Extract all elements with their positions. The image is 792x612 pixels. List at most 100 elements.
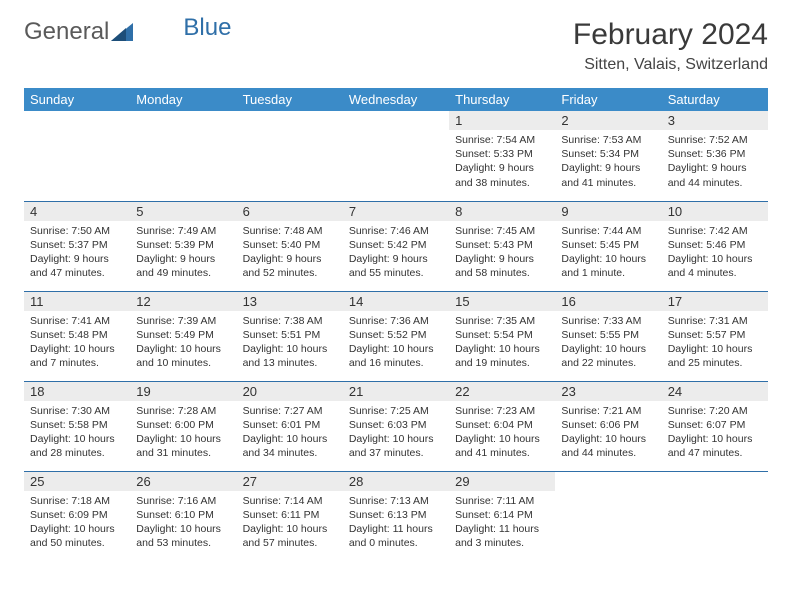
day-body: Sunrise: 7:41 AMSunset: 5:48 PMDaylight:… — [24, 311, 130, 377]
day-body: Sunrise: 7:27 AMSunset: 6:01 PMDaylight:… — [237, 401, 343, 467]
day-number: 9 — [555, 202, 661, 221]
calendar-cell — [343, 111, 449, 201]
calendar-cell: 8Sunrise: 7:45 AMSunset: 5:43 PMDaylight… — [449, 201, 555, 291]
day-body: Sunrise: 7:52 AMSunset: 5:36 PMDaylight:… — [662, 130, 768, 196]
day-number: 13 — [237, 292, 343, 311]
day-number: 1 — [449, 111, 555, 130]
day-number: 22 — [449, 382, 555, 401]
day-body: Sunrise: 7:31 AMSunset: 5:57 PMDaylight:… — [662, 311, 768, 377]
calendar-cell: 5Sunrise: 7:49 AMSunset: 5:39 PMDaylight… — [130, 201, 236, 291]
calendar-cell — [555, 471, 661, 561]
day-body: Sunrise: 7:48 AMSunset: 5:40 PMDaylight:… — [237, 221, 343, 287]
day-body: Sunrise: 7:35 AMSunset: 5:54 PMDaylight:… — [449, 311, 555, 377]
day-body: Sunrise: 7:39 AMSunset: 5:49 PMDaylight:… — [130, 311, 236, 377]
day-body: Sunrise: 7:45 AMSunset: 5:43 PMDaylight:… — [449, 221, 555, 287]
day-body: Sunrise: 7:54 AMSunset: 5:33 PMDaylight:… — [449, 130, 555, 196]
calendar-cell — [662, 471, 768, 561]
calendar-cell: 20Sunrise: 7:27 AMSunset: 6:01 PMDayligh… — [237, 381, 343, 471]
day-number: 27 — [237, 472, 343, 491]
calendar-cell: 26Sunrise: 7:16 AMSunset: 6:10 PMDayligh… — [130, 471, 236, 561]
calendar-row: 25Sunrise: 7:18 AMSunset: 6:09 PMDayligh… — [24, 471, 768, 561]
calendar-cell: 24Sunrise: 7:20 AMSunset: 6:07 PMDayligh… — [662, 381, 768, 471]
day-body: Sunrise: 7:33 AMSunset: 5:55 PMDaylight:… — [555, 311, 661, 377]
day-body: Sunrise: 7:16 AMSunset: 6:10 PMDaylight:… — [130, 491, 236, 557]
day-number: 8 — [449, 202, 555, 221]
calendar-cell: 7Sunrise: 7:46 AMSunset: 5:42 PMDaylight… — [343, 201, 449, 291]
calendar-cell: 18Sunrise: 7:30 AMSunset: 5:58 PMDayligh… — [24, 381, 130, 471]
dayhead-monday: Monday — [130, 88, 236, 111]
location: Sitten, Valais, Switzerland — [573, 56, 768, 74]
day-body: Sunrise: 7:49 AMSunset: 5:39 PMDaylight:… — [130, 221, 236, 287]
day-body: Sunrise: 7:44 AMSunset: 5:45 PMDaylight:… — [555, 221, 661, 287]
calendar-cell: 10Sunrise: 7:42 AMSunset: 5:46 PMDayligh… — [662, 201, 768, 291]
calendar-head: SundayMondayTuesdayWednesdayThursdayFrid… — [24, 88, 768, 111]
dayhead-wednesday: Wednesday — [343, 88, 449, 111]
day-body: Sunrise: 7:21 AMSunset: 6:06 PMDaylight:… — [555, 401, 661, 467]
day-number: 5 — [130, 202, 236, 221]
day-number: 11 — [24, 292, 130, 311]
header: General Blue February 2024 Sitten, Valai… — [24, 18, 768, 74]
day-body: Sunrise: 7:30 AMSunset: 5:58 PMDaylight:… — [24, 401, 130, 467]
calendar-cell: 12Sunrise: 7:39 AMSunset: 5:49 PMDayligh… — [130, 291, 236, 381]
day-number: 17 — [662, 292, 768, 311]
dayhead-tuesday: Tuesday — [237, 88, 343, 111]
day-body: Sunrise: 7:46 AMSunset: 5:42 PMDaylight:… — [343, 221, 449, 287]
day-number: 29 — [449, 472, 555, 491]
day-body: Sunrise: 7:42 AMSunset: 5:46 PMDaylight:… — [662, 221, 768, 287]
dayhead-friday: Friday — [555, 88, 661, 111]
day-number: 7 — [343, 202, 449, 221]
day-number: 15 — [449, 292, 555, 311]
title-block: February 2024 Sitten, Valais, Switzerlan… — [573, 18, 768, 74]
calendar-cell: 27Sunrise: 7:14 AMSunset: 6:11 PMDayligh… — [237, 471, 343, 561]
day-number: 20 — [237, 382, 343, 401]
calendar-cell: 2Sunrise: 7:53 AMSunset: 5:34 PMDaylight… — [555, 111, 661, 201]
calendar-cell: 22Sunrise: 7:23 AMSunset: 6:04 PMDayligh… — [449, 381, 555, 471]
day-number: 19 — [130, 382, 236, 401]
calendar-cell: 25Sunrise: 7:18 AMSunset: 6:09 PMDayligh… — [24, 471, 130, 561]
calendar-cell: 3Sunrise: 7:52 AMSunset: 5:36 PMDaylight… — [662, 111, 768, 201]
calendar-cell: 21Sunrise: 7:25 AMSunset: 6:03 PMDayligh… — [343, 381, 449, 471]
day-number: 6 — [237, 202, 343, 221]
calendar-row: 18Sunrise: 7:30 AMSunset: 5:58 PMDayligh… — [24, 381, 768, 471]
day-number: 10 — [662, 202, 768, 221]
brand-logo: General Blue — [24, 18, 231, 46]
brand-part1: General — [24, 18, 109, 46]
day-number: 2 — [555, 111, 661, 130]
day-number: 4 — [24, 202, 130, 221]
calendar-cell: 4Sunrise: 7:50 AMSunset: 5:37 PMDaylight… — [24, 201, 130, 291]
calendar-cell: 16Sunrise: 7:33 AMSunset: 5:55 PMDayligh… — [555, 291, 661, 381]
calendar-cell — [130, 111, 236, 201]
day-number: 16 — [555, 292, 661, 311]
day-body: Sunrise: 7:25 AMSunset: 6:03 PMDaylight:… — [343, 401, 449, 467]
day-number: 14 — [343, 292, 449, 311]
calendar-cell: 28Sunrise: 7:13 AMSunset: 6:13 PMDayligh… — [343, 471, 449, 561]
calendar-cell: 6Sunrise: 7:48 AMSunset: 5:40 PMDaylight… — [237, 201, 343, 291]
day-body: Sunrise: 7:38 AMSunset: 5:51 PMDaylight:… — [237, 311, 343, 377]
calendar-row: 4Sunrise: 7:50 AMSunset: 5:37 PMDaylight… — [24, 201, 768, 291]
calendar-cell: 13Sunrise: 7:38 AMSunset: 5:51 PMDayligh… — [237, 291, 343, 381]
day-body: Sunrise: 7:28 AMSunset: 6:00 PMDaylight:… — [130, 401, 236, 467]
calendar-row: 11Sunrise: 7:41 AMSunset: 5:48 PMDayligh… — [24, 291, 768, 381]
day-body: Sunrise: 7:50 AMSunset: 5:37 PMDaylight:… — [24, 221, 130, 287]
dayhead-sunday: Sunday — [24, 88, 130, 111]
dayhead-saturday: Saturday — [662, 88, 768, 111]
dayhead-thursday: Thursday — [449, 88, 555, 111]
day-body: Sunrise: 7:36 AMSunset: 5:52 PMDaylight:… — [343, 311, 449, 377]
calendar-body: 1Sunrise: 7:54 AMSunset: 5:33 PMDaylight… — [24, 111, 768, 561]
calendar-cell: 19Sunrise: 7:28 AMSunset: 6:00 PMDayligh… — [130, 381, 236, 471]
day-number: 28 — [343, 472, 449, 491]
day-number: 18 — [24, 382, 130, 401]
brand-part2: Blue — [183, 14, 231, 42]
day-number: 25 — [24, 472, 130, 491]
day-body: Sunrise: 7:11 AMSunset: 6:14 PMDaylight:… — [449, 491, 555, 557]
day-number: 23 — [555, 382, 661, 401]
day-body: Sunrise: 7:23 AMSunset: 6:04 PMDaylight:… — [449, 401, 555, 467]
day-body: Sunrise: 7:14 AMSunset: 6:11 PMDaylight:… — [237, 491, 343, 557]
day-body: Sunrise: 7:53 AMSunset: 5:34 PMDaylight:… — [555, 130, 661, 196]
day-number: 26 — [130, 472, 236, 491]
day-number: 3 — [662, 111, 768, 130]
calendar-cell: 14Sunrise: 7:36 AMSunset: 5:52 PMDayligh… — [343, 291, 449, 381]
day-body: Sunrise: 7:20 AMSunset: 6:07 PMDaylight:… — [662, 401, 768, 467]
calendar-cell: 15Sunrise: 7:35 AMSunset: 5:54 PMDayligh… — [449, 291, 555, 381]
month-title: February 2024 — [573, 18, 768, 52]
